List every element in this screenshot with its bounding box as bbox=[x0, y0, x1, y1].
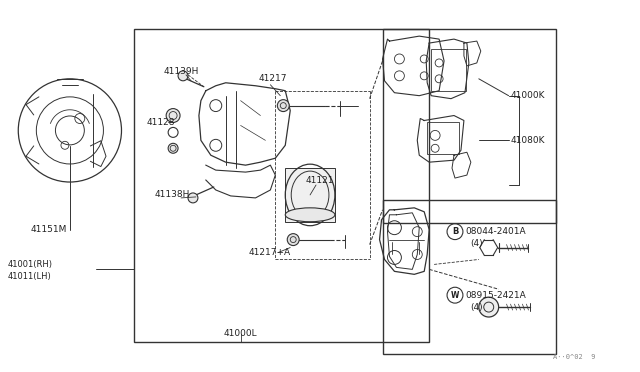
Text: 08044-2401A: 08044-2401A bbox=[465, 227, 525, 236]
Text: 41217+A: 41217+A bbox=[248, 248, 291, 257]
Text: 08915-2421A: 08915-2421A bbox=[465, 291, 525, 300]
Text: 41011(LH): 41011(LH) bbox=[7, 272, 51, 281]
Bar bbox=[383, 200, 556, 354]
Text: 41128: 41128 bbox=[147, 118, 175, 127]
Circle shape bbox=[287, 234, 299, 246]
Text: (4): (4) bbox=[470, 239, 483, 248]
Circle shape bbox=[178, 71, 188, 81]
Circle shape bbox=[479, 297, 499, 317]
Bar bbox=[134, 29, 429, 342]
Bar bbox=[431, 49, 466, 91]
Text: (4): (4) bbox=[470, 302, 483, 312]
Bar bbox=[285, 168, 335, 222]
Bar bbox=[383, 29, 556, 223]
Text: 41121: 41121 bbox=[305, 176, 333, 185]
Bar bbox=[427, 122, 459, 154]
Circle shape bbox=[166, 109, 180, 122]
Text: 41000L: 41000L bbox=[224, 329, 257, 339]
Circle shape bbox=[277, 100, 289, 112]
Text: B: B bbox=[452, 227, 458, 236]
Text: 41139H: 41139H bbox=[163, 67, 198, 76]
Text: A··0^02  9: A··0^02 9 bbox=[554, 354, 596, 360]
Circle shape bbox=[188, 193, 198, 203]
Text: 41138H: 41138H bbox=[154, 190, 189, 199]
Circle shape bbox=[168, 143, 178, 153]
Text: 41217: 41217 bbox=[259, 74, 287, 83]
Ellipse shape bbox=[285, 208, 335, 222]
Text: 41151M: 41151M bbox=[30, 225, 67, 234]
Text: 41080K: 41080K bbox=[511, 136, 545, 145]
Text: W: W bbox=[451, 291, 459, 300]
Text: 41000K: 41000K bbox=[511, 91, 545, 100]
Text: 41001(RH): 41001(RH) bbox=[7, 260, 52, 269]
